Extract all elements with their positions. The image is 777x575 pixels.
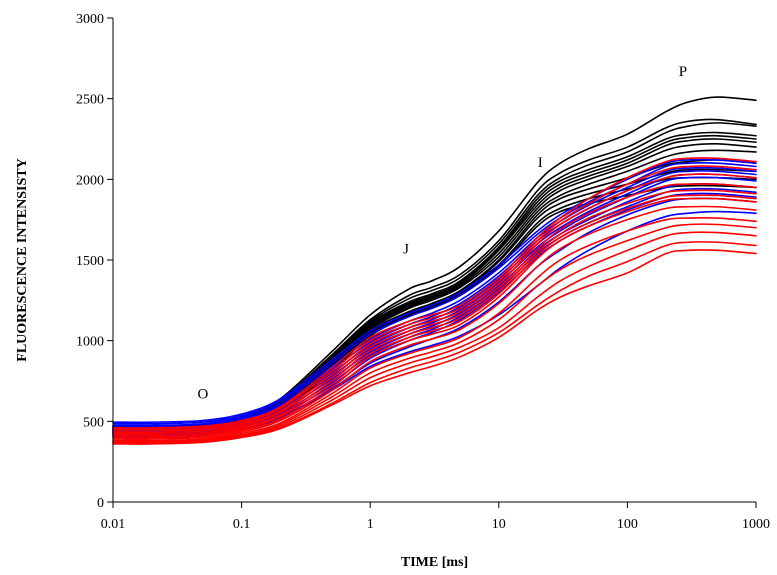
y-tick-label: 500 <box>83 415 104 430</box>
y-tick-label: 2500 <box>76 93 104 108</box>
annotations-group: O J I P <box>197 64 687 403</box>
y-axis-title: FLUORESCENCE INTENSISTY <box>15 158 30 361</box>
series-line <box>112 96 757 428</box>
x-tick-label: 100 <box>617 517 638 532</box>
series-line <box>112 216 757 442</box>
phase-annotation: J <box>403 242 409 258</box>
series-line <box>112 184 757 436</box>
series-line <box>112 170 757 428</box>
x-tick-label: 0.1 <box>233 517 251 532</box>
series-line <box>112 249 757 445</box>
series-line <box>112 194 757 437</box>
y-tick-label: 2000 <box>76 173 104 188</box>
series-line <box>112 161 757 425</box>
series-line <box>112 173 757 432</box>
y-tick-label: 1500 <box>76 254 104 269</box>
series-line <box>112 165 757 431</box>
x-tick-label: 1000 <box>742 517 770 532</box>
y-tick-label: 1000 <box>76 335 104 350</box>
phase-annotation: O <box>197 387 208 403</box>
series-line <box>112 197 757 439</box>
x-tick-label: 1 <box>367 517 374 532</box>
series-line <box>112 149 757 433</box>
x-tick-label: 0.01 <box>101 517 126 532</box>
series-line <box>112 241 757 445</box>
x-tick-label: 10 <box>492 517 506 532</box>
series-line <box>112 157 757 429</box>
series-line <box>112 166 757 427</box>
y-tick-label: 0 <box>97 496 104 511</box>
series-line <box>112 189 757 436</box>
series-line <box>112 173 757 430</box>
series-line <box>112 158 757 424</box>
y-tick-label: 3000 <box>76 12 104 27</box>
phase-annotation: P <box>679 64 687 80</box>
series-line <box>112 176 757 436</box>
series-line <box>112 187 757 435</box>
x-axis-title: TIME [ms] <box>401 555 468 570</box>
series-group <box>112 96 757 445</box>
series-line <box>112 183 757 434</box>
series-line <box>112 205 757 440</box>
phase-annotation: I <box>538 155 543 171</box>
ticks-group: 0 500 1000 1500 2000 2500 3000 0.01 0.1 1 10 100 100… <box>76 12 770 532</box>
series-line <box>112 168 757 435</box>
